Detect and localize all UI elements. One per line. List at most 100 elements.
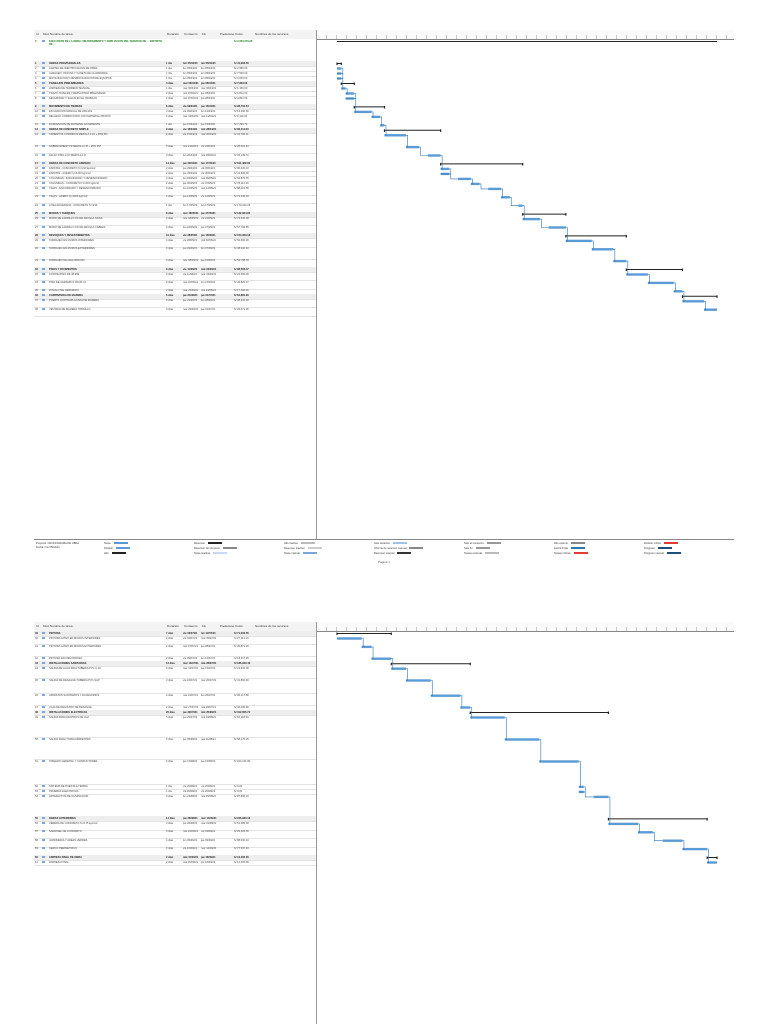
table-row[interactable]: 36 CARPINTERIA DE MADERA 6 días jue 24/06/2… <box>34 293 316 300</box>
cell-name: VEREDA DE CONCRETO f'c=175 kg/cm2 <box>49 821 98 825</box>
table-row[interactable]: 52 SISTEMA DE PUESTA A TIERRA 1 día vie 20/… <box>34 784 316 791</box>
task-bar <box>518 204 523 207</box>
cell-cost: S/ 28,734.54 <box>234 104 249 108</box>
table-row[interactable]: 3 ALMACEN, OFICINA Y CASETA DE GUARDIANIA… <box>34 71 316 77</box>
table-row[interactable]: 10 EXCAVACION MANUAL DE ZANJAS 3 días vie 0… <box>34 109 316 116</box>
cell-start: mié 21/07/21 <box>183 693 198 697</box>
task-mode-icon <box>42 636 45 639</box>
cell-id: 2 <box>35 66 37 70</box>
cell-cost: S/ 34,760.11 <box>234 133 249 137</box>
table-row[interactable]: 40 PINTURA LATEX EN MUROS INTERIORES 3 día… <box>34 636 316 646</box>
table-row[interactable]: 19 ZAPATAS - ACERO fy=4200 kg/cm2 2 días ju… <box>34 171 316 178</box>
table-row[interactable]: 49 SALIDA PARA CENTROS DE LUZ 5 días jue 29… <box>34 715 316 738</box>
cell-id: 17 <box>35 161 38 165</box>
legend-item: Progreso <box>644 547 672 551</box>
table-row[interactable]: 0 EJECUCION DE LA OBRA: MEJORAMIENTO Y AM… <box>34 39 316 62</box>
table-row[interactable]: 14 CIMIENTOS CORRIDOS MEZCLA 1:10 + 30% P… <box>34 133 316 146</box>
table-row[interactable]: 20 COLUMNAS - ENCOFRADO Y DESENCOFRADO 3 d… <box>34 176 316 183</box>
table-row[interactable]: 6 LIMPIEZA DE TERRENO MANUAL 1 día mar 06/0… <box>34 86 316 92</box>
cell-cost: S/ 0.00 <box>234 784 243 788</box>
cell-name: LIMPIEZA FINAL DE OBRA <box>49 855 82 859</box>
table-row[interactable]: 17 OBRAS DE CONCRETO ARMADO 14 días jue 29/… <box>34 161 316 168</box>
cell-id: 23 <box>35 195 38 199</box>
cell-dur: 1 día <box>166 66 172 70</box>
task-mode-cell <box>42 153 45 157</box>
cell-id: 4 <box>35 76 37 80</box>
table-row[interactable]: 38 VENTANA DE MADERA TORNILLO 3 días mar 29… <box>34 307 316 317</box>
table-row[interactable]: 32 PISOS Y PAVIMENTOS 9 días vie 11/06/21 mi… <box>34 267 316 273</box>
task-bar <box>354 110 372 114</box>
table-row[interactable]: 53 PRUEBAS ELECTRICAS 1 día vie 20/08/21 vie… <box>34 789 316 796</box>
table-row[interactable]: 18 ZAPATAS - CONCRETO f'c=210 kg/cm2 2 día… <box>34 166 316 173</box>
table-row[interactable]: 7 TRAZO, NIVELES Y REPLANTEO PRELIMINAR 2 … <box>34 91 316 97</box>
task-mode-cell <box>42 166 45 170</box>
task-bar <box>593 795 609 799</box>
table-row[interactable]: 37 PUERTA CONTRAPLACADA DE MADERA 3 días ju… <box>34 299 316 309</box>
table-row[interactable]: 23 VIGAS - ACERO fy=4200 kg/cm2 2 días jue … <box>34 195 316 205</box>
cell-id: 25 <box>35 212 38 216</box>
cell-start: lun 10/05/21 <box>183 186 198 190</box>
table-row[interactable]: 54 ARTEFACTOS DE ILUMINACION 3 días lun 23/… <box>34 794 316 818</box>
column-header-2: Nombre de tarea <box>50 32 73 36</box>
cell-dur: 2 días <box>166 656 174 660</box>
task-mode-icon <box>42 715 45 718</box>
table-row[interactable]: 1 OBRAS PROVISIONALES 1 día lun 05/04/21 lun… <box>34 61 316 67</box>
table-row[interactable]: 33 CONTRAPISO DE 48 MM 3 días vie 11/06/21 m… <box>34 272 316 282</box>
table-row[interactable]: 58 JARDINERIA Y AREAS VERDES 4 días lun 06/… <box>34 838 316 848</box>
table-row[interactable]: 13 OBRAS DE CONCRETO SIMPLE 9 días vie 16/0… <box>34 127 316 134</box>
legend-item: Resumen <box>194 542 223 546</box>
cell-dur: 3 días <box>166 145 174 149</box>
table-row[interactable]: 48 INSTALACIONES ELECTRICAS 20 días jue 29/… <box>34 710 316 716</box>
table-row[interactable]: 34 PISO DE CERAMICO 45x45 cm 4 días mié 16/… <box>34 280 316 290</box>
table-row[interactable]: 51 TABLERO GENERAL Y CONDUCTORES 6 días jue… <box>34 759 316 786</box>
table-row[interactable]: 25 MUROS Y TABIQUES 8 días mar 18/05/21 jue … <box>34 211 316 218</box>
dependency-link <box>591 240 594 250</box>
table-row[interactable]: 44 SALIDA DE AGUA FRIA TUBERIA PVC C-10 3 … <box>34 666 316 679</box>
table-row[interactable]: 61 LIMPIEZA FINAL 2 días mié 15/09/21 jue 16… <box>34 860 316 866</box>
table-row[interactable]: 57 SARDINEL DE CONCRETO 3 días mié 01/09/21… <box>34 830 316 840</box>
table-row[interactable]: 28 REVOQUES Y REVESTIMIENTOS 10 días vie 28… <box>34 233 316 240</box>
table-row[interactable]: 15 SOBRECIMIENTOS MEZCLA 1:8 + 25% PM 3 dí… <box>34 145 316 154</box>
table-row[interactable]: 56 VEREDA DE CONCRETO f'c=175 kg/cm2 4 día… <box>34 821 316 831</box>
table-row[interactable]: 21 COLUMNAS - CONCRETO f'c=210 kg/cm2 2 dí… <box>34 181 316 188</box>
table-row[interactable]: 46 APARATOS SANITARIOS Y ACCESORIOS 4 días… <box>34 693 316 706</box>
cell-end: mar 20/07/21 <box>201 678 217 682</box>
table-row[interactable]: 29 TARRAJEO EN MUROS INTERIORES 4 días vie … <box>34 238 316 248</box>
table-row[interactable]: 50 SALIDA PARA TOMACORRIENTES 5 días jue 05… <box>34 737 316 760</box>
task-mode-icon <box>42 166 45 169</box>
table-row[interactable]: 11 RELLENO COMPACTADO CON MATERIAL PROPIO… <box>34 114 316 124</box>
cell-id: 44 <box>35 666 38 670</box>
table-row[interactable]: 43 INSTALACIONES SANITARIAS 12 días mar 13/… <box>34 661 316 668</box>
cell-end: mié 23/06/21 <box>201 289 216 293</box>
table-row[interactable]: 45 SALIDA DE DESAGUE TUBERIA PVC SAP 3 día… <box>34 678 316 695</box>
table-row[interactable]: 55 OBRAS EXTERIORES 14 días jue 26/08/21 mar… <box>34 816 316 823</box>
cell-dur: 5 días <box>166 737 174 741</box>
table-row[interactable]: 26 MURO DE LADRILLO KK DE ARCILLA SOGA 4 d… <box>34 217 316 226</box>
table-row[interactable]: 9 MOVIMIENTO DE TIERRAS 6 días vie 09/04/21… <box>34 104 316 111</box>
cell-end: jue 19/08/21 <box>201 759 216 763</box>
table-row[interactable]: 41 PINTURA LATEX EN MUROS EXTERIORES 2 día… <box>34 644 316 658</box>
cell-start: lun 26/04/21 <box>183 153 198 157</box>
legend-item-label: Tarea manual <box>284 552 300 555</box>
timescale <box>317 30 734 40</box>
table-row[interactable]: 2 CARTEL DE IDENTIFICACION DE OBRA 1 día lu… <box>34 66 316 72</box>
summary-bar-end <box>706 856 708 860</box>
cell-name: LOSA ALIGERADA - CONCRETO f'c=210 <box>49 203 98 207</box>
table-row[interactable]: 5 TRABAJOS PRELIMINARES 3 días mar 06/04/21… <box>34 81 316 87</box>
task-mode-cell <box>42 181 45 185</box>
cell-name: EXCAVACION MANUAL DE ZANJAS <box>49 109 93 113</box>
task-mode-cell <box>42 705 45 709</box>
table-row[interactable]: 60 LIMPIEZA FINAL DE OBRA 2 días mié 15/09/… <box>34 855 316 861</box>
table-row[interactable]: 39 PINTURA 7 días vie 02/07/21 lun 12/07/21 S… <box>34 631 316 637</box>
cell-cost: S/ 74,236.20 <box>234 195 249 199</box>
cell-cost: S/ 33,149.72 <box>234 153 249 157</box>
cell-name: INSTALACIONES SANITARIAS <box>49 661 87 665</box>
cell-end: mar 14/09/21 <box>201 847 217 851</box>
cell-end: vie 07/05/21 <box>201 181 216 185</box>
cell-name: CERCO PERIMETRICO <box>49 847 78 851</box>
task-mode-cell <box>42 794 45 798</box>
table-row[interactable]: 30 TARRAJEO EN MUROS EXTERIORES 3 días jue … <box>34 247 316 260</box>
cell-id: 46 <box>35 693 38 697</box>
table-row[interactable]: 22 VIGAS - ENCOFRADO Y DESENCOFRADO 3 días… <box>34 186 316 196</box>
task-mode-cell <box>42 299 45 302</box>
